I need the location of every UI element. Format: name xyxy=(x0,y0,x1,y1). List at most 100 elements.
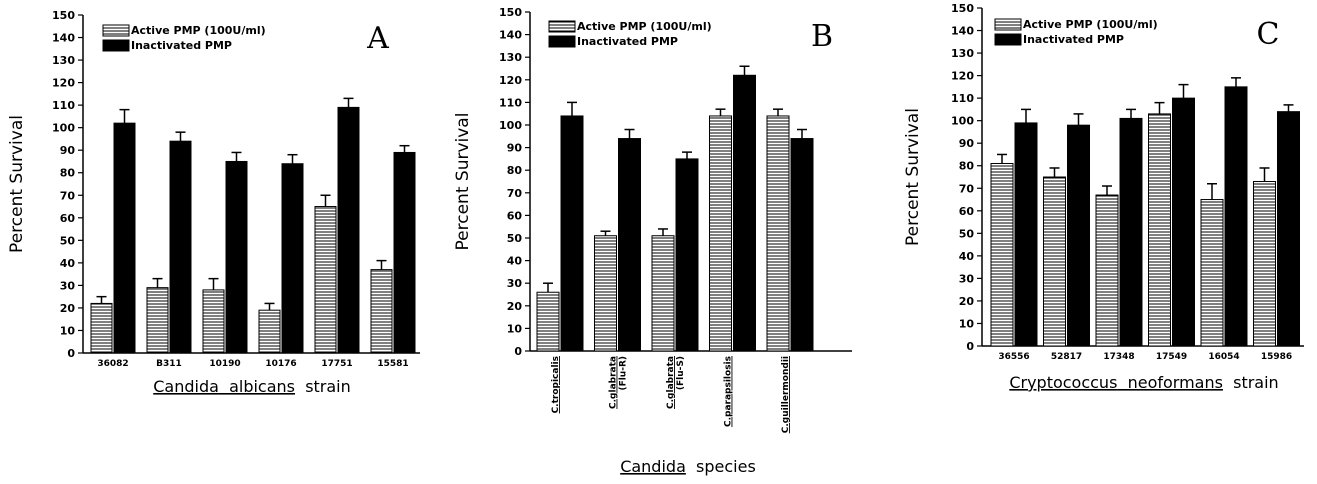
active-pmp-bar xyxy=(1148,113,1171,347)
y-axis-label: Percent Survival xyxy=(903,108,923,246)
y-tick-label: 50 xyxy=(507,232,523,245)
y-tick-label: 0 xyxy=(966,340,974,353)
y-tick-label: 60 xyxy=(959,205,975,218)
y-tick-label: 60 xyxy=(60,212,76,225)
y-tick-label: 10 xyxy=(507,322,523,335)
active-pmp-bar xyxy=(651,235,675,352)
x-tick-label: 10176 xyxy=(265,359,296,369)
y-tick-label: 100 xyxy=(951,115,974,128)
legend-label-inactivated: Inactivated PMP xyxy=(1023,33,1124,46)
legend-label-active: Active PMP (100U/ml) xyxy=(577,20,712,33)
y-tick-label: 140 xyxy=(499,29,522,42)
x-axis-label-part: strain xyxy=(1223,373,1279,392)
active-pmp-bar xyxy=(1043,176,1066,347)
y-tick-label: 130 xyxy=(951,47,974,60)
inactivated-pmp-bar xyxy=(1277,111,1300,347)
y-tick-label: 70 xyxy=(60,189,76,202)
y-axis-label: Percent Survival xyxy=(453,113,473,251)
x-tick-label: 17348 xyxy=(1103,352,1134,362)
inactivated-pmp-bar xyxy=(560,115,584,352)
inactivated-pmp-bar xyxy=(790,138,814,352)
y-tick-label: 20 xyxy=(60,302,76,315)
active-pmp-bar xyxy=(1253,181,1276,347)
y-tick-label: 0 xyxy=(67,347,75,360)
y-tick-label: 70 xyxy=(507,187,523,200)
legend-swatch-inactivated xyxy=(994,33,1022,46)
chart-panel-c: 0 10 20 30 40 50 60 70 80 90 100 110 120 130 140 150 Per… xyxy=(903,2,1304,392)
y-tick-label: 120 xyxy=(951,70,974,83)
y-tick-label: 80 xyxy=(507,164,523,177)
x-tick-label-sub: (Flu-R) xyxy=(619,356,629,391)
active-pmp-bar xyxy=(766,115,790,352)
inactivated-pmp-bar xyxy=(281,163,304,354)
x-tick-label: C.tropicalis xyxy=(551,356,561,413)
x-tick-label: 17751 xyxy=(321,359,352,369)
active-pmp-bar xyxy=(536,291,560,352)
x-tick-label: C.glabrata xyxy=(609,356,619,409)
y-tick-label: 10 xyxy=(60,324,76,337)
y-axis-label: Percent Survival xyxy=(7,115,27,253)
chart-panel-a: 0 10 20 30 40 50 60 70 80 90 100 110 120 130 140 150 Per… xyxy=(7,9,420,396)
y-tick-label: 10 xyxy=(959,317,975,330)
x-tick-label: B311 xyxy=(156,359,182,369)
x-tick-label: 17549 xyxy=(1156,352,1187,362)
inactivated-pmp-bar xyxy=(1014,122,1038,347)
y-tick-label: 120 xyxy=(52,77,75,90)
y-tick-label: 50 xyxy=(60,234,76,247)
y-tick-label: 80 xyxy=(959,160,975,173)
x-tick-label-group: C.guillermondii xyxy=(781,356,791,433)
y-tick-label: 140 xyxy=(52,32,75,45)
panel-label: C xyxy=(1257,17,1280,52)
x-tick-label-sub: (Flu-S) xyxy=(676,356,686,390)
y-tick-label: 110 xyxy=(52,99,75,112)
active-pmp-bar xyxy=(990,162,1014,347)
active-pmp-bar xyxy=(314,206,337,354)
y-tick-label: 20 xyxy=(959,295,975,308)
active-pmp-bar xyxy=(202,289,225,354)
x-axis-label-part: species xyxy=(686,457,756,476)
y-tick-label: 80 xyxy=(60,167,76,180)
x-axis-label: Candida species xyxy=(620,457,756,476)
y-tick-label: 90 xyxy=(507,142,523,155)
x-axis-label-part: Candida xyxy=(620,457,686,476)
y-tick-label: 120 xyxy=(499,74,522,87)
active-pmp-bar xyxy=(146,287,169,354)
inactivated-pmp-bar xyxy=(337,106,360,354)
x-tick-label: 36556 xyxy=(998,352,1029,362)
x-tick-label: C.parapsilosis xyxy=(724,356,734,427)
x-tick-label-group: C.tropicalis xyxy=(551,356,561,413)
y-tick-label: 40 xyxy=(507,255,523,268)
legend-label-active: Active PMP (100U/ml) xyxy=(1023,18,1158,31)
x-tick-label: 16054 xyxy=(1208,352,1239,362)
y-tick-label: 150 xyxy=(499,6,522,19)
active-pmp-bar xyxy=(594,235,617,352)
active-pmp-bar xyxy=(1095,194,1119,347)
inactivated-pmp-bar xyxy=(393,151,416,354)
x-axis-label: Cryptococcus neoformans strain xyxy=(1009,373,1278,392)
x-axis-label-part: albicans xyxy=(219,377,295,396)
x-tick-label: 36082 xyxy=(97,359,128,369)
inactivated-pmp-bar xyxy=(1119,117,1143,347)
y-tick-label: 100 xyxy=(52,122,75,135)
y-tick-label: 110 xyxy=(951,92,974,105)
x-axis-label-part: strain xyxy=(295,377,351,396)
active-pmp-bar xyxy=(258,309,281,354)
x-tick-label: C.glabrata xyxy=(666,356,676,409)
active-pmp-bar xyxy=(709,115,732,352)
x-axis-label-part: Cryptococcus xyxy=(1009,373,1117,392)
legend-swatch-inactivated xyxy=(102,39,130,52)
legend-label-inactivated: Inactivated PMP xyxy=(577,35,678,48)
inactivated-pmp-bar xyxy=(225,160,248,354)
y-tick-label: 150 xyxy=(52,9,75,22)
y-tick-label: 100 xyxy=(499,119,522,132)
x-axis-label: Candida albicans strain xyxy=(153,377,351,396)
x-tick-label: 52817 xyxy=(1051,352,1082,362)
y-tick-label: 50 xyxy=(959,227,975,240)
panel-label: B xyxy=(811,19,833,54)
y-tick-label: 90 xyxy=(959,137,975,150)
y-tick-label: 0 xyxy=(514,345,522,358)
y-tick-label: 30 xyxy=(959,272,975,285)
x-tick-label: 15986 xyxy=(1261,352,1292,362)
inactivated-pmp-bar xyxy=(1224,86,1248,347)
